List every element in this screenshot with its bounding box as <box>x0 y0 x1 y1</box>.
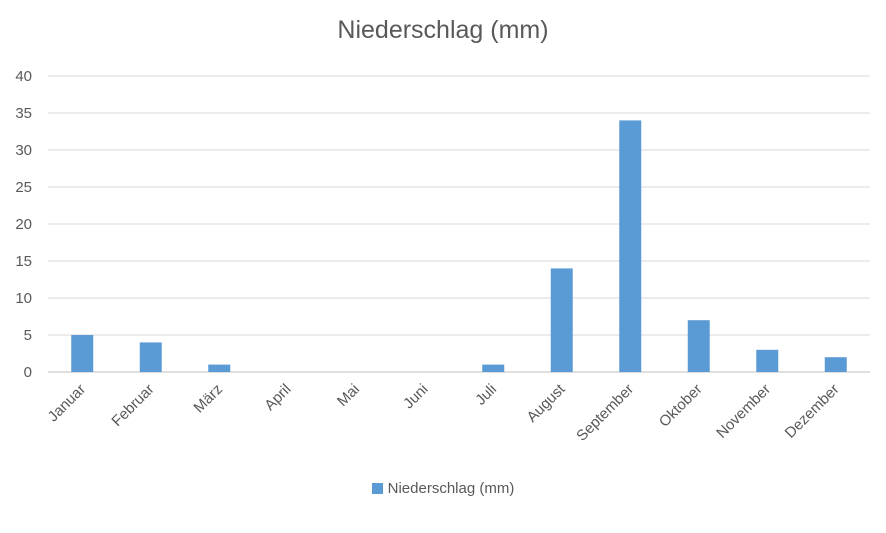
y-tick-label: 30 <box>15 142 32 159</box>
y-tick-label: 35 <box>15 105 32 122</box>
bar <box>550 268 573 372</box>
bar <box>756 349 779 372</box>
bar <box>482 364 505 372</box>
y-tick-label: 20 <box>15 216 32 233</box>
y-tick-label: 25 <box>15 179 32 196</box>
bar <box>687 320 710 372</box>
x-tick-label: Oktober <box>656 381 706 431</box>
y-tick-label: 5 <box>24 327 32 344</box>
x-tick-label: März <box>190 381 226 417</box>
bar <box>824 357 847 372</box>
legend: Niederschlag (mm) <box>0 480 886 497</box>
x-tick-label: November <box>713 381 774 442</box>
x-tick-label: Januar <box>45 381 89 425</box>
bar <box>71 335 94 372</box>
y-tick-label: 0 <box>24 364 32 381</box>
bar <box>208 364 231 372</box>
bar <box>139 342 162 372</box>
x-tick-label: Mai <box>334 381 363 410</box>
legend-label: Niederschlag (mm) <box>387 480 515 497</box>
bar <box>619 120 642 373</box>
x-axis-ticks: Januar Februar März April Mai Juni Juli August S… <box>45 380 843 444</box>
y-tick-label: 10 <box>15 290 32 307</box>
x-tick-label: Dezember <box>782 381 843 442</box>
x-tick-label: August <box>524 380 570 426</box>
y-tick-label: 15 <box>15 253 32 270</box>
x-tick-label: April <box>261 381 294 414</box>
bars <box>71 120 847 373</box>
chart-title: Niederschlag (mm) <box>337 16 549 44</box>
y-axis-ticks: 0 5 10 15 20 25 30 35 40 <box>15 68 32 381</box>
x-tick-label: September <box>573 381 637 445</box>
x-tick-label: Februar <box>108 381 157 430</box>
y-tick-label: 40 <box>15 68 32 85</box>
legend-swatch <box>371 482 383 494</box>
x-tick-label: Juni <box>400 381 431 412</box>
x-tick-label: Juli <box>472 381 500 409</box>
gridlines <box>48 75 870 373</box>
